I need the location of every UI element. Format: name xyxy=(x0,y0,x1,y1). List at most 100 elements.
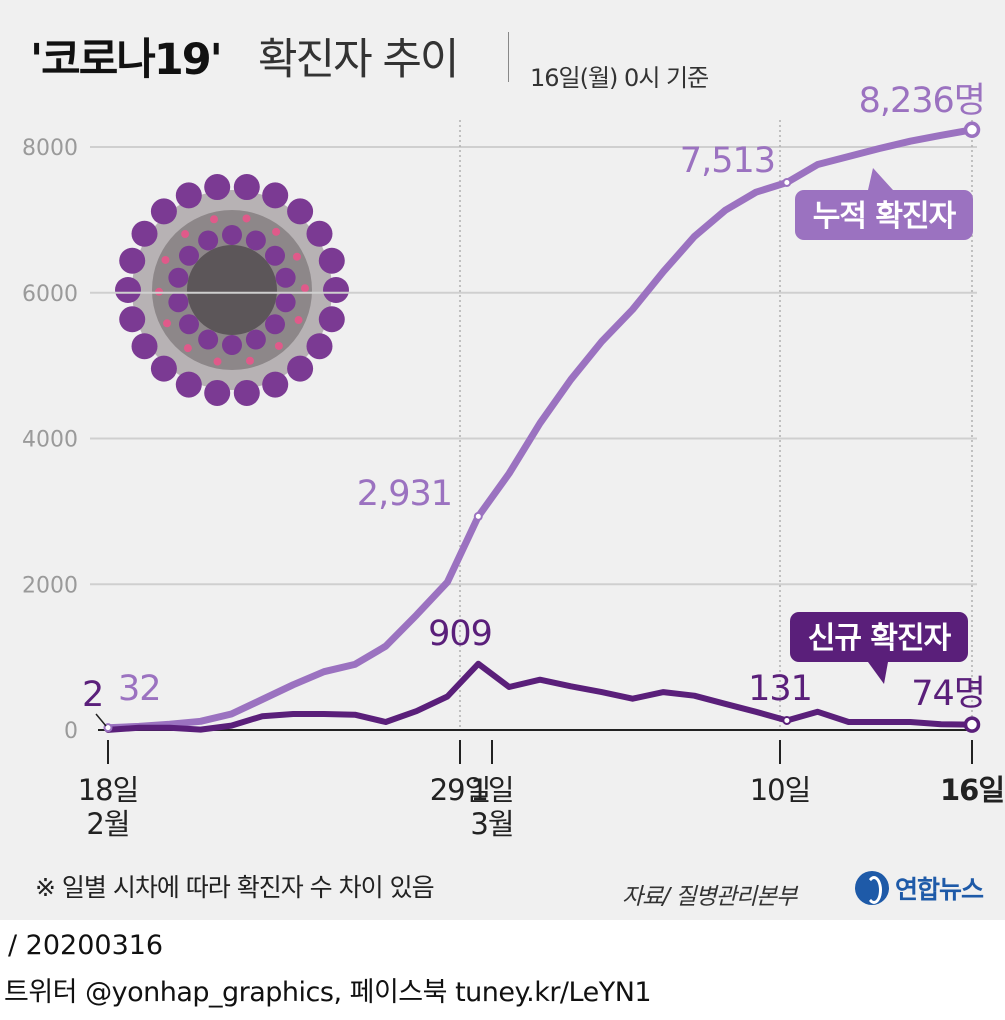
value-label-cumulative: 8,236명 xyxy=(859,81,985,121)
surface-dot xyxy=(292,252,301,261)
surface-protein xyxy=(275,292,296,313)
spike-head xyxy=(287,355,314,382)
callout-label: 누적 확진자 xyxy=(813,199,957,234)
spike-head xyxy=(119,306,146,333)
point-marker xyxy=(782,177,792,187)
surface-protein xyxy=(222,225,242,245)
surface-protein xyxy=(168,292,189,313)
surface-dot xyxy=(183,344,192,353)
y-tick-label: 4000 xyxy=(22,428,78,453)
value-label-daily: 2 xyxy=(82,675,103,715)
title-rest: 확진자 추이 xyxy=(258,35,459,85)
spike-head xyxy=(204,379,231,406)
spike-head xyxy=(150,355,177,382)
spike-head xyxy=(175,371,202,398)
surface-dot xyxy=(210,215,219,224)
coronavirus-icon xyxy=(115,174,349,406)
series-group xyxy=(103,121,981,733)
x-tick-label: 3월 xyxy=(470,807,513,841)
x-tick-label: 18일 xyxy=(78,773,139,807)
surface-dot xyxy=(294,316,303,325)
value-label-daily: 74명 xyxy=(911,674,985,714)
surface-protein xyxy=(168,267,189,288)
spike-head xyxy=(233,174,260,201)
value-label-cumulative: 32 xyxy=(118,669,161,709)
surface-dot xyxy=(300,284,309,293)
series-line-cumulative xyxy=(104,126,976,732)
chart-panel xyxy=(0,0,1005,920)
spike-head xyxy=(150,198,177,225)
surface-dot xyxy=(274,341,283,350)
callout-tail xyxy=(868,168,893,190)
spike-head xyxy=(306,220,333,247)
y-tick-label: 8000 xyxy=(22,136,78,161)
spike-head xyxy=(204,174,231,201)
value-label-daily: 131 xyxy=(748,669,812,709)
spike-head xyxy=(233,379,260,406)
surface-protein xyxy=(265,314,286,335)
callout-box xyxy=(795,190,973,240)
surface-dot xyxy=(161,255,170,264)
point-marker xyxy=(103,723,113,733)
value-label-cumulative: 2,931 xyxy=(357,474,452,514)
surface-protein xyxy=(178,245,199,266)
surface-protein xyxy=(198,230,219,251)
surface-protein xyxy=(265,245,286,266)
spike-head xyxy=(287,198,314,225)
spike-head xyxy=(262,371,289,398)
spike-head xyxy=(175,182,202,209)
grid-lines xyxy=(90,146,977,731)
surface-dot xyxy=(213,357,222,366)
source-credit: 자료/ 질병관리본부 xyxy=(622,884,797,910)
spike-head xyxy=(115,277,141,303)
brand-name: 연합뉴스 xyxy=(895,875,984,904)
title-bold: '코로나19' xyxy=(30,35,223,85)
surface-dot xyxy=(163,319,172,328)
footnote: ※ 일별 시차에 따라 확진자 수 차이 있음 xyxy=(35,873,435,902)
surface-dot xyxy=(272,227,281,236)
spike-head xyxy=(318,306,345,333)
surface-protein xyxy=(245,329,266,350)
surface-dot xyxy=(245,356,254,365)
point-marker xyxy=(473,511,483,521)
value-labels: 32 2,931 7,513 8,236명 2 909 131 74명 xyxy=(82,81,986,727)
callout-label: 신규 확진자 xyxy=(808,621,952,656)
surface-dot xyxy=(242,214,251,223)
series-line-daily xyxy=(105,660,975,733)
spike-head xyxy=(131,333,158,360)
y-tick-label: 6000 xyxy=(22,282,78,307)
x-tick-label: 16일 xyxy=(940,773,1004,807)
y-axis-ticks: 0 2000 4000 6000 8000 xyxy=(22,136,78,744)
surface-dot xyxy=(181,230,190,239)
x-tick-label: 10일 xyxy=(750,773,811,807)
callout-box xyxy=(790,612,968,662)
label-leader xyxy=(95,713,107,727)
surface-protein xyxy=(275,267,296,288)
surface-protein xyxy=(245,230,266,251)
x-tick-label: 1일 xyxy=(470,773,513,807)
y-tick-label: 0 xyxy=(64,719,78,744)
end-marker xyxy=(963,121,981,139)
callout-tail xyxy=(868,662,888,684)
footer-date: / 20200316 xyxy=(8,930,164,961)
y-tick-label: 2000 xyxy=(22,573,78,598)
spike-head xyxy=(119,247,146,274)
line-chart: 0 2000 4000 6000 8000 32 2,931 7,513 8,236명 2 909… xyxy=(22,81,1005,841)
x-tick-label: 29일 xyxy=(430,773,491,807)
legend-daily: 신규 확진자 xyxy=(790,612,968,684)
legend-cumulative: 누적 확진자 xyxy=(795,168,973,240)
value-label-cumulative: 7,513 xyxy=(680,141,775,181)
brand-mark: 연합뉴스 xyxy=(855,868,984,908)
value-label-daily: 909 xyxy=(428,614,492,654)
footer-social: 트위터 @yonhap_graphics, 페이스북 tuney.kr/LeYN… xyxy=(4,977,652,1008)
end-marker xyxy=(963,716,981,733)
title-divider xyxy=(508,32,509,82)
yonhap-logo-icon xyxy=(855,871,889,905)
spike-head xyxy=(306,333,333,360)
virus-center xyxy=(187,245,277,335)
surface-protein xyxy=(198,329,219,350)
spike-head xyxy=(318,247,345,274)
